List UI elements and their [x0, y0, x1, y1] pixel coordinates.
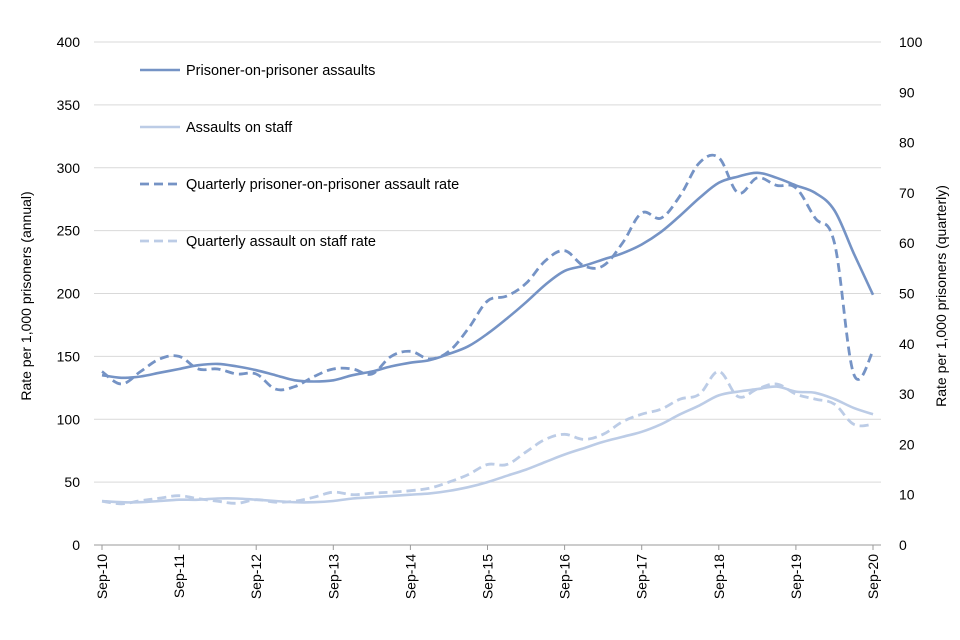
x-tick-label: Sep-18	[711, 554, 727, 599]
x-tick-label: Sep-11	[171, 554, 187, 598]
y-right-tick-label: 80	[899, 135, 915, 151]
y-axis-right-title: Rate per 1,000 prisoners (quarterly)	[933, 185, 949, 407]
y-left-tick-label: 300	[57, 160, 81, 176]
series-assaults-on-staff	[101, 385, 874, 504]
y-axis-left-title: Rate per 1,000 prisoners (annual)	[18, 191, 34, 400]
legend-item-quarterly-assault-on-staff-rate: Quarterly assault on staff rate	[186, 234, 376, 250]
y-left-tick-label: 150	[57, 348, 81, 364]
y-right-tick-label: 30	[899, 386, 915, 402]
y-right-tick-label: 90	[899, 84, 915, 100]
y-left-tick-label: 0	[72, 537, 80, 553]
y-left-tick-label: 350	[57, 97, 81, 113]
y-right-tick-label: 60	[899, 235, 915, 251]
y-right-tick-label: 50	[899, 286, 915, 302]
right-axis-ticks: 0 10 20 30 40 50 60 70 80 90 100	[899, 34, 923, 553]
y-left-tick-label: 250	[57, 223, 81, 239]
legend-item-prisoner-on-prisoner-assaults: Prisoner-on-prisoner assaults	[186, 63, 375, 79]
series-prisoner-on-prisoner-assaults	[101, 171, 875, 383]
series-quarterly-prisoner-on-prisoner-rate	[101, 153, 875, 392]
y-left-tick-label: 100	[57, 411, 81, 427]
x-tick-label: Sep-12	[248, 554, 264, 599]
x-tick-label: Sep-20	[865, 554, 881, 599]
x-axis-ticks: Sep-10 Sep-11 Sep-12 Sep-13 Sep-14 Sep-15 Sep-…	[94, 545, 881, 599]
gridlines	[94, 41, 881, 483]
legend-item-assaults-on-staff: Assaults on staff	[186, 120, 293, 136]
y-right-tick-label: 10	[899, 487, 915, 503]
x-tick-label: Sep-19	[788, 554, 804, 599]
x-tick-label: Sep-15	[480, 554, 496, 599]
x-tick-label: Sep-14	[402, 554, 418, 599]
y-right-tick-label: 70	[899, 185, 915, 201]
series-quarterly-assault-on-staff-rate	[101, 370, 874, 506]
legend-item-quarterly-prisoner-on-prisoner-rate: Quarterly prisoner-on-prisoner assault r…	[186, 177, 459, 193]
y-left-tick-label: 200	[57, 286, 81, 302]
legend: Prisoner-on-prisoner assaults Assaults on…	[140, 63, 459, 250]
y-right-tick-label: 40	[899, 336, 915, 352]
y-right-tick-label: 0	[899, 537, 907, 553]
y-right-tick-label: 20	[899, 436, 915, 452]
y-left-tick-label: 50	[64, 474, 80, 490]
y-left-tick-label: 400	[57, 34, 81, 50]
x-tick-label: Sep-10	[94, 554, 110, 599]
y-right-tick-label: 100	[899, 34, 923, 50]
x-tick-label: Sep-17	[634, 554, 650, 599]
left-axis-ticks: 0 50 100 150 200 250 300 350 400	[57, 34, 81, 553]
x-tick-label: Sep-16	[557, 554, 573, 599]
series-layer	[101, 153, 875, 506]
x-tick-label: Sep-13	[325, 554, 341, 599]
